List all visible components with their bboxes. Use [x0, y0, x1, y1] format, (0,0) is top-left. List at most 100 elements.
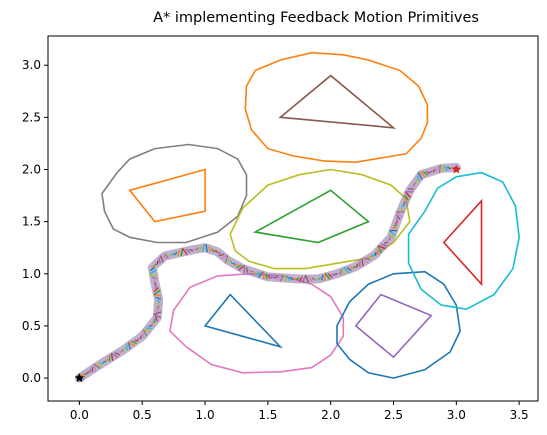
primitive-segment [195, 247, 200, 251]
primitive-segment [149, 269, 157, 275]
primitive-segment [158, 257, 161, 264]
primitive-segment [276, 274, 282, 281]
primitive-segment [273, 275, 278, 280]
primitive-segment [142, 329, 148, 337]
obstacle-boundary-3 [169, 272, 345, 374]
chart-title: A* implementing Feedback Motion Primitiv… [153, 10, 479, 26]
x-tick-label: 1.0 [196, 408, 215, 422]
primitive-segment [232, 262, 236, 265]
primitive-segment [422, 171, 429, 176]
primitive-segment [149, 266, 156, 272]
obstacle-boundary-4 [336, 270, 461, 379]
primitive-segment [361, 257, 369, 264]
primitive-segment [83, 373, 88, 376]
primitive-segment [127, 341, 136, 347]
primitive-segment [323, 273, 326, 282]
primitive-segment [250, 270, 255, 273]
obstacle-boundary-0 [244, 51, 429, 164]
obstacle-2 [252, 189, 370, 244]
primitive-segment [192, 248, 196, 251]
primitive-segment [286, 275, 291, 282]
x-tick-label: 0.5 [133, 408, 152, 422]
primitive-segment [156, 305, 160, 310]
primitive-segment [145, 327, 152, 330]
primitive-segment [151, 276, 157, 280]
primitive-segment [371, 254, 376, 258]
x-tick-label: 3.0 [447, 408, 466, 422]
primitive-segment [153, 311, 162, 316]
obstacle-boundary-1 [101, 143, 248, 244]
primitive-segment [432, 168, 436, 173]
primitive-segment [438, 164, 441, 173]
obstacle-3 [203, 293, 284, 349]
primitive-segment [173, 251, 178, 256]
primitive-segment [151, 321, 155, 326]
primitive-segment [311, 277, 316, 281]
primitive-segment [355, 263, 359, 268]
primitive-segment [117, 351, 122, 354]
primitive-segment [317, 276, 322, 281]
primitive-segment [105, 358, 109, 363]
primitive-segment [257, 271, 264, 278]
primitive-segment [185, 248, 191, 254]
primitive-segment [86, 371, 90, 374]
primitive-segment [262, 271, 265, 280]
primitive-segment [245, 267, 249, 273]
primitive-segment [295, 277, 300, 281]
primitive-segment [198, 245, 203, 252]
x-tick-label: 2.0 [321, 408, 340, 422]
primitive-segment [159, 255, 164, 263]
obstacle-boundaries [101, 51, 521, 379]
primitive-segment [181, 248, 188, 256]
start-goal-markers [74, 164, 462, 383]
primitive-segment [346, 266, 352, 272]
primitive-segment [365, 257, 371, 261]
primitive-segment [400, 204, 406, 208]
axes-frame [47, 35, 539, 402]
primitive-segment [383, 241, 388, 244]
primitive-segment [80, 373, 86, 378]
goal-marker [451, 164, 462, 174]
primitive-segment [234, 264, 239, 267]
primitive-segment [153, 263, 157, 267]
primitive-segment [339, 269, 343, 276]
primitive-segment [320, 275, 324, 281]
primitive-segment [305, 275, 310, 283]
primitive-segment [352, 265, 357, 269]
primitive-segment [96, 362, 103, 367]
primitive-segment [143, 328, 151, 333]
primitive-segment [395, 211, 403, 218]
primitive-segment [152, 278, 157, 283]
obstacles [128, 74, 483, 359]
primitive-segment [267, 275, 272, 279]
primitive-segment [279, 274, 285, 282]
primitive-segment [396, 217, 399, 222]
primitive-segment [120, 349, 124, 353]
primitive-segment [301, 275, 307, 283]
primitive-segment [220, 254, 228, 260]
x-tick-label: 1.5 [258, 408, 277, 422]
primitive-segment [236, 264, 242, 269]
obstacle-4 [354, 293, 433, 359]
y-tick-label: 1.0 [22, 267, 41, 281]
primitive-segment [218, 253, 225, 257]
y-tick-label: 2.5 [22, 110, 41, 124]
primitive-segment [426, 171, 431, 174]
obstacle-1 [128, 168, 206, 223]
primitive-segment [410, 185, 415, 188]
primitive-segment [377, 245, 382, 254]
primitive-segment [141, 332, 145, 339]
primitive-segment [188, 248, 194, 252]
primitive-segment [201, 243, 206, 252]
primitive-segment [110, 352, 114, 361]
primitive-segment [153, 313, 162, 319]
primitive-segment [331, 273, 335, 277]
primitive-segment [131, 340, 137, 344]
primitive-segment [153, 289, 161, 296]
primitive-segment [389, 233, 394, 239]
y-tick-label: 2.0 [22, 162, 41, 176]
primitive-segment [93, 363, 97, 372]
primitive-segment [334, 273, 338, 276]
primitive-segment [230, 260, 233, 265]
